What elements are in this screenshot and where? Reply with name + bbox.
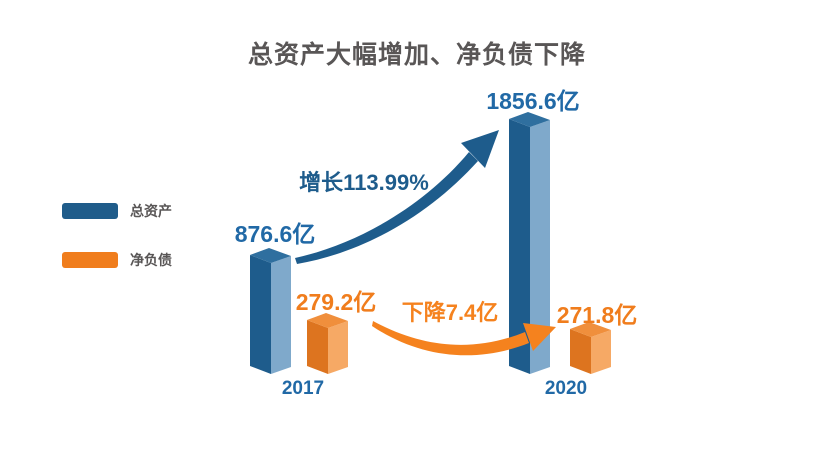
decline-arrow-shaft [372,321,529,356]
bar-2017-assets-front [250,255,271,374]
legend-swatch-assets [62,203,118,219]
legend-label-assets: 总资产 [130,203,172,219]
value-label-assets-2017: 876.6亿 [234,221,316,247]
legend-label-debt: 净负债 [130,252,172,268]
growth-annotation: 增长113.99% [299,170,429,195]
year-label-2017: 2017 [281,378,325,399]
bar-2020-debt-front [570,329,591,374]
legend-item-debt: 净负债 [62,250,172,270]
year-label-2020: 2020 [544,378,588,399]
bar-2020-debt-side [591,330,611,374]
bar-2017-assets-top [250,248,291,263]
bar-2020-assets-top [509,112,550,127]
bar-2020-assets-front [509,119,530,374]
value-label-assets-2020: 1856.6亿 [486,88,580,114]
legend-item-assets: 总资产 [62,201,172,221]
chart-title: 总资产大幅增加、净负债下降 [247,41,587,69]
decline-annotation: 下降7.4亿 [401,300,499,325]
bar-2020-debt-top [570,322,611,337]
decline-arrow-head [523,323,556,351]
bar-2020-assets-side [530,120,550,374]
bar-2017-debt-top [307,313,348,328]
value-label-debt-2020: 271.8亿 [556,302,638,328]
bar-2017-assets-side [271,256,291,374]
value-label-debt-2017: 279.2亿 [295,289,377,315]
legend-swatch-debt [62,252,118,268]
growth-arrow-head [461,130,499,168]
growth-arrow-shaft [295,152,478,264]
bar-2017-debt-side [328,321,348,374]
bar-2017-debt-front [307,320,328,374]
